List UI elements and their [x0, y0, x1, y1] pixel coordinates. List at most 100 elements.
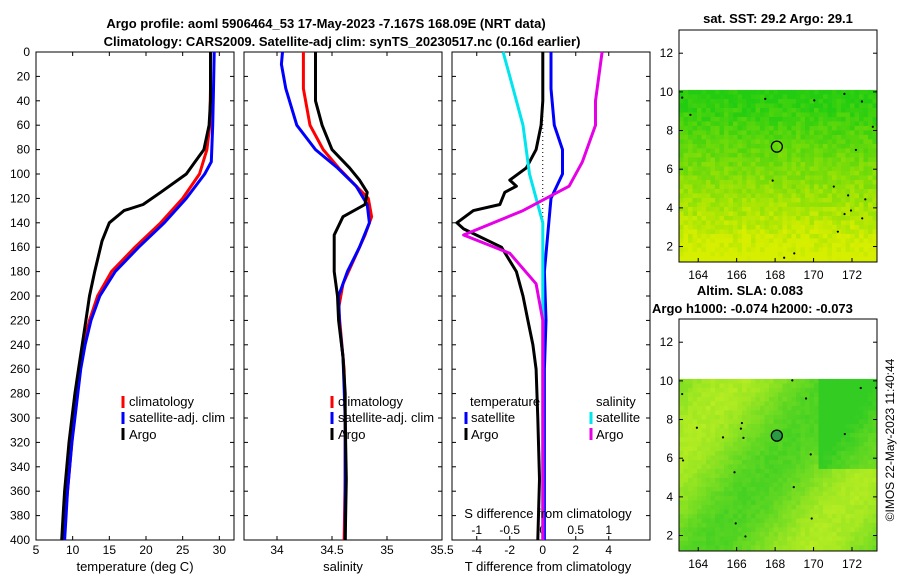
sst-cell	[832, 94, 837, 100]
sst-cell	[692, 139, 698, 145]
sla-cell	[809, 423, 815, 429]
depth-tick-label: 360	[10, 484, 30, 498]
sla-cell	[836, 540, 842, 546]
sla-cell	[706, 477, 711, 483]
sla-cell	[769, 482, 774, 488]
sst-cell	[760, 130, 765, 136]
sla-cell	[841, 504, 846, 510]
sst-cell	[746, 215, 752, 221]
sla-cell	[868, 378, 873, 384]
sst-cell	[755, 202, 761, 208]
sla-cell	[791, 414, 797, 420]
sla-cell	[715, 401, 720, 407]
sst-cell	[728, 197, 734, 203]
sst-cell	[823, 193, 828, 199]
sst-cell	[710, 134, 716, 140]
sla-cell	[697, 446, 702, 452]
sst-cell	[742, 224, 747, 230]
sla-cell	[769, 405, 774, 411]
sst-cell	[814, 161, 819, 167]
sst-cell	[697, 107, 702, 113]
sst-cell	[823, 175, 828, 181]
sst-cell	[836, 166, 842, 172]
sla-cell	[809, 482, 815, 488]
sla-cell	[778, 405, 783, 411]
sla-cell	[773, 482, 779, 488]
sla-cell	[800, 545, 806, 551]
sst-cell	[701, 94, 707, 100]
sla-cell	[706, 531, 711, 537]
sst-cell	[773, 125, 779, 131]
sst-cell	[679, 130, 684, 136]
sst-cell	[778, 215, 783, 221]
sst-cell	[688, 238, 693, 244]
sla-cell	[872, 482, 877, 488]
sst-cell	[827, 229, 833, 235]
sla-cell	[755, 414, 761, 420]
sst-cell	[863, 193, 869, 199]
sla-cell	[719, 450, 725, 456]
sla-cell	[863, 459, 869, 465]
sla-cell	[818, 545, 824, 551]
sla-cell	[697, 432, 702, 438]
sla-cell	[764, 455, 770, 461]
sla-cell	[769, 509, 774, 515]
sla-cell	[809, 450, 815, 456]
sla-cell	[805, 410, 810, 416]
sst-cell	[791, 179, 797, 185]
sst-cell	[715, 107, 720, 113]
sla-cell	[769, 491, 774, 497]
sla-cell	[836, 504, 842, 510]
sst-cell	[746, 112, 752, 118]
sla-cell	[706, 473, 711, 479]
sla-cell	[800, 428, 806, 434]
sst-cell	[782, 170, 788, 176]
sla-cell	[809, 486, 815, 492]
sla-cell	[742, 495, 747, 501]
map-y-tick-label: 4	[666, 490, 673, 504]
sst-cell	[814, 98, 819, 104]
sst-cell	[836, 215, 842, 221]
sst-cell	[787, 184, 792, 190]
island-speck	[721, 436, 725, 439]
sst-cell	[778, 220, 783, 226]
sst-cell	[688, 94, 693, 100]
sla-cell	[706, 509, 711, 515]
sla-cell	[778, 455, 783, 461]
sst-cell	[782, 175, 788, 181]
sst-cell	[760, 193, 765, 199]
sla-cell	[710, 495, 716, 501]
sst-cell	[733, 157, 738, 163]
sst-cell	[742, 152, 747, 158]
sla-cell	[715, 428, 720, 434]
sla-cell	[760, 428, 765, 434]
sst-cell	[679, 206, 684, 212]
sla-cell	[787, 513, 792, 519]
sla-cell	[724, 536, 729, 542]
sst-cell	[845, 188, 851, 194]
sst-cell	[872, 134, 877, 140]
sla-cell	[706, 410, 711, 416]
sla-cell	[805, 455, 810, 461]
sst-cell	[818, 256, 824, 262]
sst-cell	[832, 260, 837, 262]
sst-cell	[688, 170, 693, 176]
sla-cell	[742, 441, 747, 447]
sst-cell	[868, 184, 873, 190]
sst-cell	[755, 188, 761, 194]
sst-cell	[796, 247, 801, 253]
sst-cell	[818, 89, 824, 95]
sla-cell	[796, 419, 801, 425]
sst-cell	[724, 179, 729, 185]
sst-cell	[836, 161, 842, 167]
sla-cell	[814, 423, 819, 429]
sst-cell	[737, 193, 743, 199]
sst-cell	[719, 238, 725, 244]
island-speck	[681, 392, 684, 396]
sst-cell	[719, 251, 725, 257]
sst-cell	[706, 184, 711, 190]
sla-cell	[787, 378, 792, 384]
sla-cell	[845, 455, 851, 461]
sst-cell	[679, 188, 684, 194]
sst-cell	[688, 220, 693, 226]
